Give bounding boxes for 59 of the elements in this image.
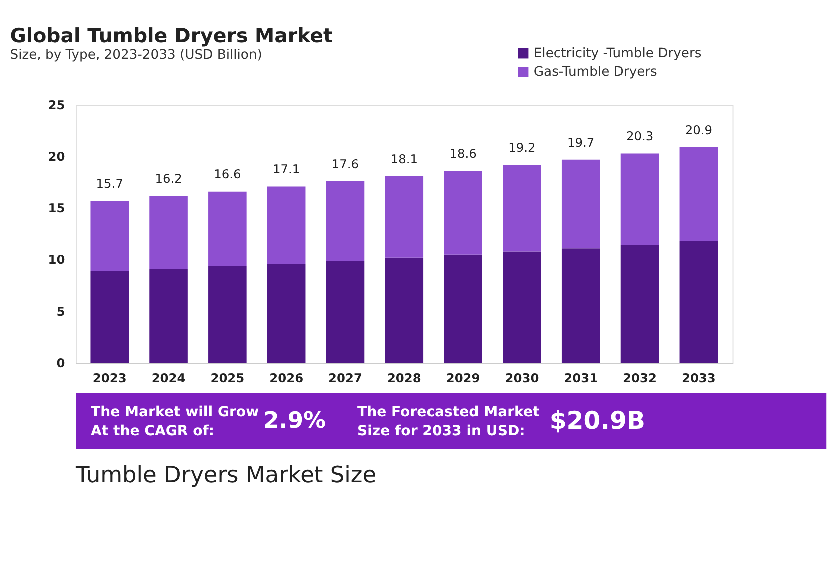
chart-subtitle: Size, by Type, 2023-2033 (USD Billion) [10,48,262,64]
x-tick-label: 2032 [623,371,657,386]
total-label: 17.1 [273,162,300,177]
bar [90,201,130,272]
bar [90,271,130,364]
bar [620,246,660,364]
x-tick-label: 2026 [270,371,304,386]
bar [267,264,306,364]
legend-label: Electricity -Tumble Dryers [534,46,702,62]
total-label: 18.6 [450,147,477,162]
bar [503,165,542,252]
y-tick-label: 20 [48,150,66,164]
x-tick-label: 2025 [210,371,245,386]
text: $20.9B [550,406,646,435]
bar [326,261,365,364]
bar [326,182,365,262]
x-tick-label: 2033 [682,371,716,386]
text: 2.9% [264,408,326,434]
bar [150,269,188,364]
total-label: 20.3 [626,130,654,144]
bar [267,186,306,264]
text: Tumble Dryers Market Size [75,462,377,488]
bar [680,241,718,364]
bar [680,148,718,242]
bar [208,192,247,266]
bar [150,196,188,270]
bar [208,266,247,364]
x-tick-label: 2030 [505,371,540,386]
x-tick-label: 2028 [387,371,422,386]
total-label: 19.2 [508,140,536,155]
total-label: 16.6 [214,168,242,182]
total-label: 16.2 [155,172,182,186]
bar [562,160,600,249]
x-tick-label: 2031 [564,371,598,386]
y-tick-label: 10 [48,253,66,268]
bar [385,176,424,258]
legend-label: Gas-Tumble Dryers [534,65,658,80]
x-tick-label: 2024 [152,371,186,386]
total-label: 19.7 [568,136,595,150]
bar [620,154,660,246]
bar [444,254,482,364]
y-tick-label: 5 [56,304,66,319]
bar [385,258,424,364]
total-label: 18.1 [390,152,418,166]
bar [562,248,600,364]
x-tick-label: 2029 [446,371,480,386]
y-tick-label: 25 [48,98,66,112]
total-label: 20.9 [685,123,712,138]
text: The Market will Grow At the CAGR of: [91,404,260,440]
total-label: 17.6 [332,157,360,172]
bar [503,252,542,364]
x-tick-label: 2023 [92,371,127,386]
chart-title: Global Tumble Dryers Market [10,24,333,48]
text: The Forecasted Market Size for 2033 in USD: [357,404,540,440]
x-tick-label: 2027 [328,371,362,386]
y-tick-label: 15 [48,202,66,216]
total-label: 15.7 [96,177,124,192]
bar [444,171,482,255]
y-tick-label: 0 [56,356,66,370]
